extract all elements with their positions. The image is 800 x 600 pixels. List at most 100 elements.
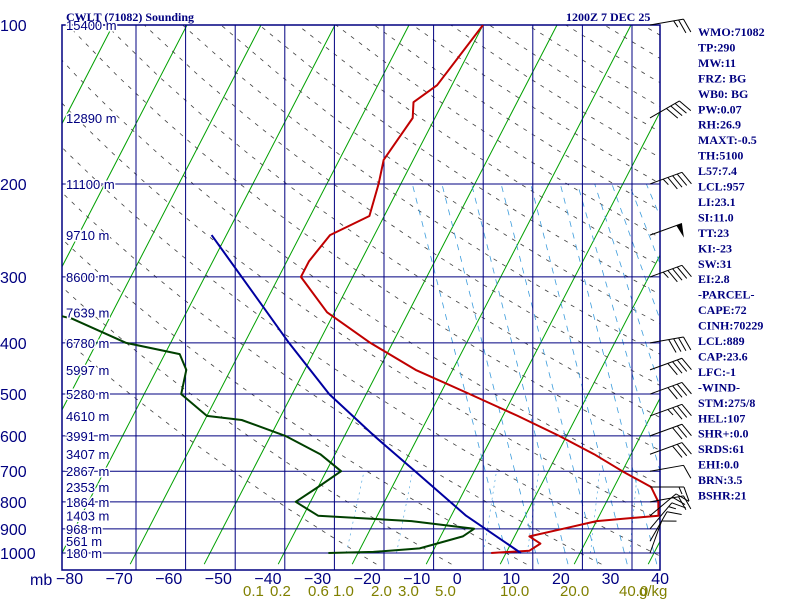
height-label: 2867 m <box>66 464 109 479</box>
pressure-tick-label: 600 <box>0 429 27 446</box>
wind-barb <box>649 100 692 119</box>
dry-adiabat-line <box>62 102 660 521</box>
temperature-tick-label: 10 <box>502 571 520 588</box>
index-line: MW:11 <box>698 56 736 70</box>
index-line: STM:275/8 <box>698 396 755 410</box>
temperature-tick-label: −50 <box>205 571 232 588</box>
mixing-ratio-line <box>629 471 638 554</box>
mixing-ratio-line <box>526 471 540 554</box>
wind-barb <box>649 464 692 479</box>
isotherm-line <box>0 25 39 564</box>
isotherm-line <box>62 25 188 268</box>
mixing-ratio-line <box>590 471 600 554</box>
index-line: BRN:3.5 <box>698 473 742 487</box>
pressure-tick-label: 100 <box>0 18 27 35</box>
pressure-tick-label: 900 <box>0 522 27 539</box>
index-line: WB0: BG <box>698 87 748 101</box>
wind-barb <box>649 18 692 34</box>
chart-time-label: 1200Z 7 DEC 25 <box>566 10 650 24</box>
mixing-ratio-label: g/kg <box>639 583 667 600</box>
height-label: 5280 m <box>66 387 109 402</box>
height-label: 9710 m <box>66 228 109 243</box>
wind-barb <box>650 486 690 502</box>
index-line: HEL:107 <box>698 411 745 425</box>
height-label: 5997 m <box>66 363 109 378</box>
wind-barb <box>649 520 677 554</box>
index-line: CAP:23.6 <box>698 349 748 363</box>
wind-barb <box>649 381 692 400</box>
y-axis-unit-label: mb <box>30 572 52 589</box>
moist-adiabat-line <box>530 183 628 565</box>
isotherm-line <box>425 110 660 565</box>
isotherm-line <box>129 25 410 565</box>
index-line: TT:23 <box>698 226 729 240</box>
temperature-tick-label: 30 <box>602 571 620 588</box>
height-label: 2353 m <box>66 480 109 495</box>
temperature-tick-label: 0 <box>453 571 462 588</box>
temperature-tick-label: −40 <box>254 571 281 588</box>
wind-barb <box>649 511 682 542</box>
index-line: -WIND- <box>698 380 740 394</box>
height-label: 1864 m <box>66 495 109 510</box>
pressure-tick-label: 400 <box>0 336 27 353</box>
height-label: 11100 m <box>66 177 115 192</box>
height-label: 4610 m <box>66 409 109 424</box>
plot-frame <box>61 24 661 571</box>
height-label: 15400 m <box>66 18 117 33</box>
dry-adiabat-line <box>105 25 660 418</box>
mixing-ratio-label: 1.0 <box>333 583 354 600</box>
moist-adiabat-line <box>577 183 660 473</box>
isotherm-line <box>499 254 660 565</box>
wind-barb <box>649 403 692 420</box>
index-line: PW:0.07 <box>698 102 742 116</box>
height-label: 1403 m <box>66 509 109 524</box>
mixing-ratio-label: 3.0 <box>398 583 419 600</box>
dry-adiabat-line <box>62 146 660 557</box>
moist-adiabat-line <box>559 183 658 565</box>
index-line: LI:23.1 <box>698 195 736 209</box>
isotherm-line <box>277 25 558 565</box>
mixing-ratio-label: 5.0 <box>435 583 456 600</box>
height-label: 3991 m <box>66 429 109 444</box>
moist-adiabat-line <box>411 183 510 565</box>
index-line: WMO:71082 <box>698 25 765 39</box>
index-line: MAXT:-0.5 <box>698 133 757 147</box>
wind-barb <box>649 495 692 510</box>
mixing-ratio-line <box>483 471 497 554</box>
height-label: 8600 m <box>66 270 109 285</box>
isotherm-line <box>573 397 660 565</box>
index-line: SHR+:0.0 <box>698 427 749 441</box>
background-lines <box>0 25 800 565</box>
temperature-tick-label: −20 <box>354 571 381 588</box>
isotherm-line <box>62 25 114 125</box>
index-line: EHI:0.0 <box>698 458 739 472</box>
index-line: RH:26.9 <box>698 118 741 132</box>
pressure-tick-label: 1000 <box>0 546 36 563</box>
moist-adiabat-line <box>732 184 800 564</box>
mixing-ratio-label: 40.0 <box>619 583 648 600</box>
index-line: LFC:-1 <box>698 365 736 379</box>
index-line: EI:2.8 <box>698 272 730 286</box>
wind-barb <box>649 171 692 190</box>
index-line: FRZ: BG <box>698 71 746 85</box>
dry-adiabat-line <box>297 25 660 267</box>
moist-adiabat-line <box>441 183 539 565</box>
pressure-tick-label: 500 <box>0 387 27 404</box>
series-group <box>62 25 660 554</box>
mixing-ratio-label: 0.6 <box>308 583 329 600</box>
dry-adiabat-line <box>144 25 660 386</box>
temperature-tick-label: 40 <box>651 571 669 588</box>
series-line-dewpoint <box>62 315 476 554</box>
pressure-tick-label: 800 <box>0 495 27 512</box>
index-line: L57:7.4 <box>698 164 737 178</box>
dry-adiabat-line <box>565 25 660 84</box>
index-line: -PARCEL- <box>698 288 754 302</box>
height-label: 561 m <box>66 534 102 549</box>
dry-adiabat-line <box>527 25 660 108</box>
series-line-parcel <box>210 234 522 554</box>
index-line: CINH:70229 <box>698 319 763 333</box>
isotherm-line <box>62 25 336 555</box>
